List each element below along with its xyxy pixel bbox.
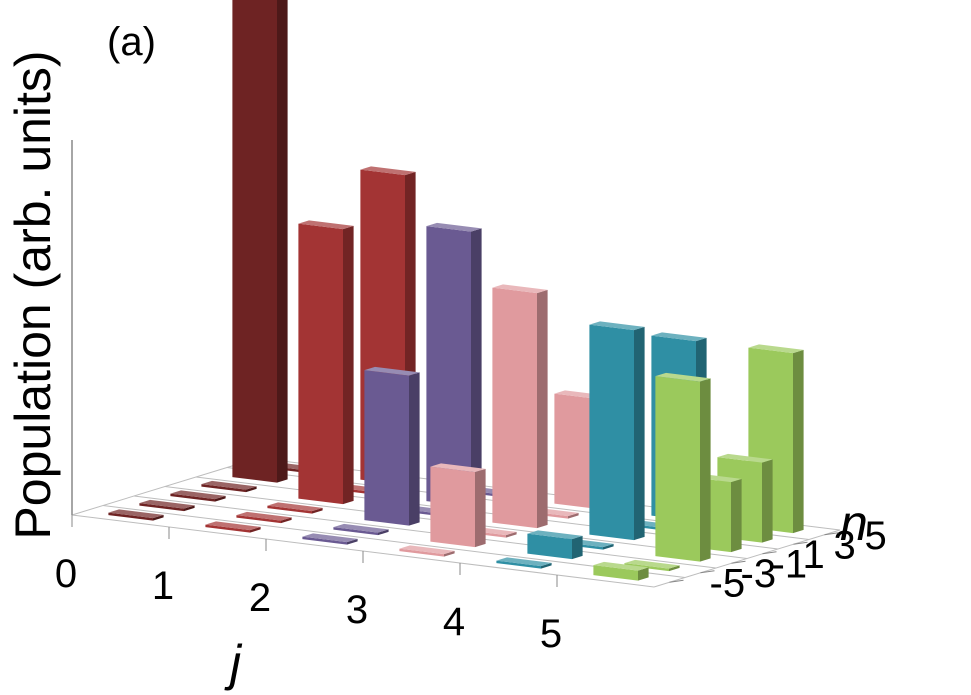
bar-j4-n1 [589,321,645,541]
bar-j4-n-3 [527,530,583,560]
z-axis-label: Population (arb. units) [5,50,61,539]
x-tick-label: 5 [540,612,562,656]
bar-j0-n-5 [108,509,164,521]
bar-j2-n-1 [364,366,420,526]
bar-j0-n-1 [170,490,226,502]
floor-gridline-j [71,457,259,516]
bar-j5-n-3 [624,559,680,572]
y-tick-mark [762,551,777,555]
x-tick-label: 3 [346,588,368,632]
x-tick-label: 2 [249,576,271,620]
y-tick-label: -5 [710,561,746,605]
bar-j0-n3 [232,0,288,483]
bar-j3-n-3 [430,463,486,548]
bar-j4-n-5 [496,557,552,569]
y-tick-mark [824,532,839,536]
x-tick-label: 4 [443,600,465,644]
floor-gridline-j [653,529,841,588]
bar-j1-n-5 [205,521,261,533]
bar-j1-n-3 [236,511,292,524]
y-tick-label: 1 [803,533,825,577]
bar-j0-n1 [201,480,257,493]
y-tick-label: -1 [772,542,808,586]
x-tick-label: 1 [152,564,174,608]
y-tick-mark [669,579,684,583]
bar-j0-n-3 [139,499,195,512]
bar-j1-n1 [298,220,354,505]
y-axis-label: n [840,495,868,551]
bar-j5-n-5 [593,561,649,581]
bar-j3-n1 [492,284,548,529]
floor-gridline-n [133,495,717,569]
bar-j2-n-3 [333,523,389,536]
y-tick-label: -3 [741,552,777,596]
y-tick-label: 5 [865,514,887,558]
y-tick-mark [700,570,715,574]
bar-j3-n-5 [399,545,455,557]
bar-j1-n-1 [267,502,323,514]
panel-label: (a) [107,20,156,64]
y-tick-mark [793,541,808,545]
y-tick-mark [731,560,746,564]
bars-group [108,0,804,581]
x-axis-label: j [224,635,243,691]
bar-j2-n3 [426,222,482,507]
floor-gridline-n [102,505,686,578]
ticks-group: 0 1 2 3 4 5-5-3-11 3 5 [55,514,887,656]
y-tick-label: 3 [834,523,856,567]
bar-j2-n-5 [302,533,358,545]
bar-j5-n-1 [655,372,711,562]
x-tick-label: 0 [55,552,77,596]
